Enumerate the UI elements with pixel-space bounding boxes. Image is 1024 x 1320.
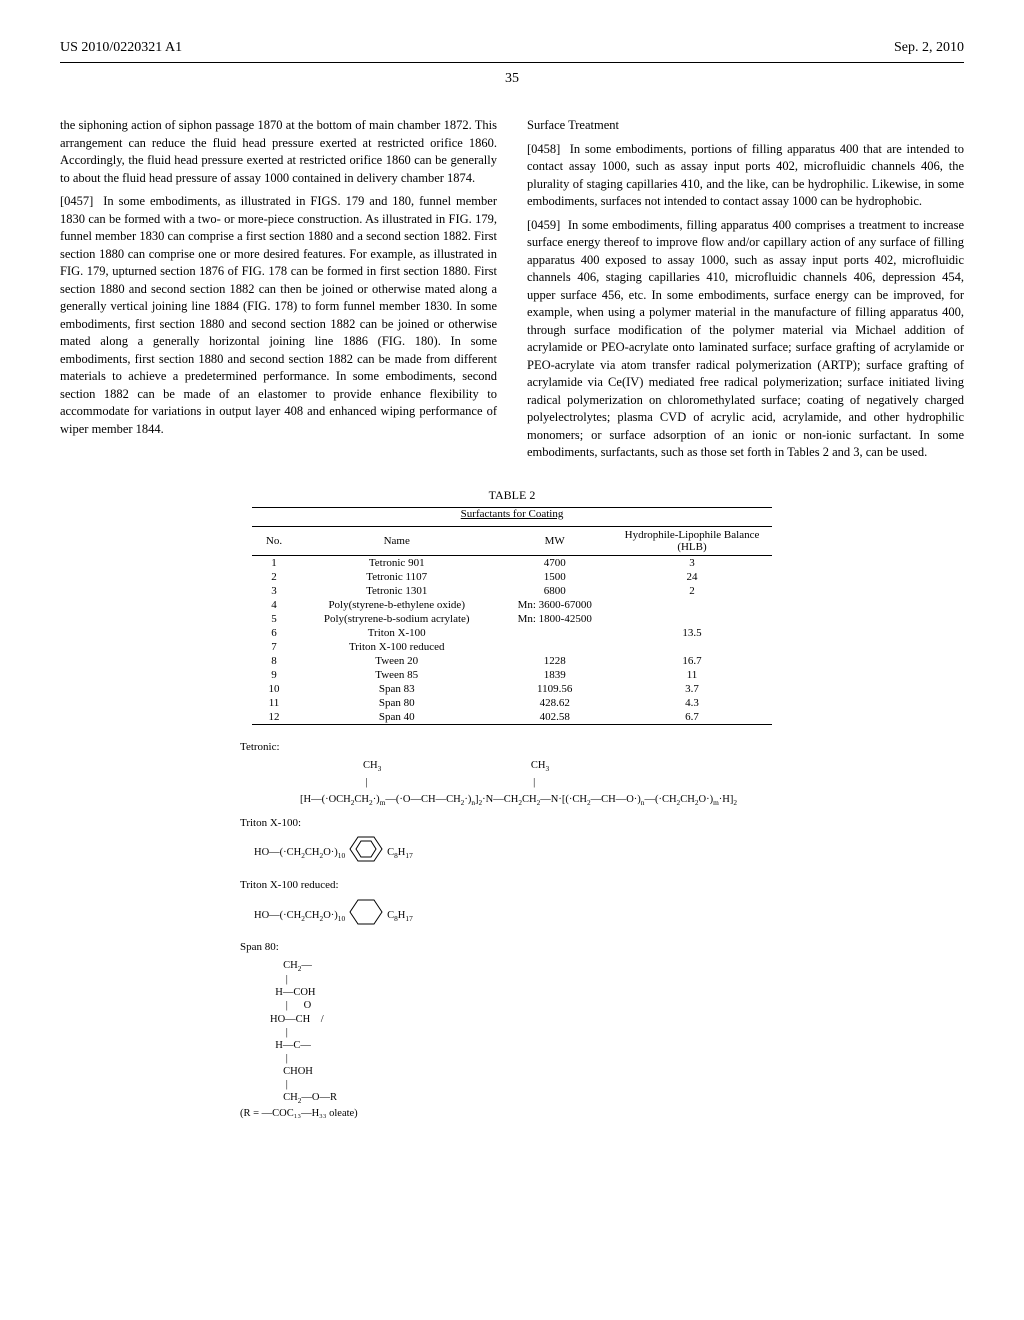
col-name: Name [296, 526, 497, 555]
table-cell: 6 [252, 626, 296, 640]
section-heading: Surface Treatment [527, 117, 964, 135]
span80-label: Span 80: [240, 939, 904, 957]
table-cell: 13.5 [612, 626, 772, 640]
table-cell: 4 [252, 598, 296, 612]
publication-number: US 2010/0220321 A1 [60, 40, 182, 56]
two-column-body: the siphoning action of siphon passage 1… [60, 117, 964, 468]
table-cell: 1500 [497, 570, 612, 584]
table-cell: 5 [252, 612, 296, 626]
paragraph: [0457] In some embodiments, as illustrat… [60, 193, 497, 438]
table-cell: 4.3 [612, 696, 772, 710]
table-cell: 3.7 [612, 682, 772, 696]
table-cell: 16.7 [612, 654, 772, 668]
triton-formula: HO—(·CH2CH2O·)10C8H17 [254, 834, 904, 871]
table-row: 8Tween 20122816.7 [252, 654, 772, 668]
table-row: 10Span 831109.563.7 [252, 682, 772, 696]
table-cell: Tween 20 [296, 654, 497, 668]
table-subtitle: Surfactants for Coating [60, 508, 964, 520]
table-cell: 428.62 [497, 696, 612, 710]
table-row: 11Span 80428.624.3 [252, 696, 772, 710]
table-cell: 8 [252, 654, 296, 668]
table-cell: 1839 [497, 668, 612, 682]
cyclohexane-ring-icon [349, 897, 383, 934]
table-cell: 3 [612, 555, 772, 570]
left-column: the siphoning action of siphon passage 1… [60, 117, 497, 468]
table-cell: 4700 [497, 555, 612, 570]
table-row: 9Tween 85183911 [252, 668, 772, 682]
table-row: 1Tetronic 90147003 [252, 555, 772, 570]
table-cell: 2 [612, 584, 772, 598]
table-cell [497, 640, 612, 654]
table-cell: 9 [252, 668, 296, 682]
table-row: 4Poly(styrene-b-ethylene oxide)Mn: 3600-… [252, 598, 772, 612]
table-cell: Triton X-100 [296, 626, 497, 640]
col-mw: MW [497, 526, 612, 555]
para-number: [0459] [527, 218, 560, 232]
table-row: 3Tetronic 130168002 [252, 584, 772, 598]
paragraph-text: In some embodiments, portions of filling… [527, 142, 964, 209]
paragraph: [0458] In some embodiments, portions of … [527, 141, 964, 211]
table-cell: Tetronic 1301 [296, 584, 497, 598]
chemical-structures: Tetronic: CH3 CH3 | [240, 739, 904, 1123]
table-cell: Span 80 [296, 696, 497, 710]
table-cell: 402.58 [497, 710, 612, 725]
benzene-ring-icon [349, 834, 383, 871]
table-row: 12Span 40402.586.7 [252, 710, 772, 725]
table-cell [612, 612, 772, 626]
paragraph-text: In some embodiments, as illustrated in F… [60, 194, 497, 436]
table-cell: Tween 85 [296, 668, 497, 682]
table-cell: Poly(stryrene-b-sodium acrylate) [296, 612, 497, 626]
tetronic-formula: CH3 CH3 | | [H—(·OCH2CH2·)m—(·O—CH—CH2·)… [300, 758, 904, 808]
table-cell: 12 [252, 710, 296, 725]
table-cell: 1 [252, 555, 296, 570]
col-hlb: Hydrophile-Lipophile Balance (HLB) [612, 526, 772, 555]
span80-formula: CH2— | H—COH | O HO—CH / | H—C— | CHOH |… [270, 959, 904, 1106]
header-rule [60, 62, 964, 63]
triton-reduced-label: Triton X-100 reduced: [240, 877, 904, 895]
tetronic-label: Tetronic: [240, 739, 904, 757]
paragraph: [0459] In some embodiments, filling appa… [527, 217, 964, 462]
col-no: No. [252, 526, 296, 555]
triton-reduced-formula: HO—(·CH2CH2O·)10C8H17 [254, 897, 904, 934]
para-number: [0457] [60, 194, 93, 208]
table-row: 7Triton X-100 reduced [252, 640, 772, 654]
table-cell [612, 640, 772, 654]
table-cell: 24 [612, 570, 772, 584]
table-cell: Span 83 [296, 682, 497, 696]
para-number: [0458] [527, 142, 560, 156]
table-row: 6Triton X-100 13.5 [252, 626, 772, 640]
table-cell [612, 598, 772, 612]
triton-label: Triton X-100: [240, 815, 904, 833]
table-cell: Span 40 [296, 710, 497, 725]
paragraph: the siphoning action of siphon passage 1… [60, 117, 497, 187]
table-cell: Poly(styrene-b-ethylene oxide) [296, 598, 497, 612]
paragraph-text: In some embodiments, filling apparatus 4… [527, 218, 964, 460]
table-title: TABLE 2 [60, 488, 964, 503]
table-row: 2Tetronic 1107150024 [252, 570, 772, 584]
table-cell: Mn: 3600-67000 [497, 598, 612, 612]
table-cell: Tetronic 1107 [296, 570, 497, 584]
table-cell: 7 [252, 640, 296, 654]
table-cell: 10 [252, 682, 296, 696]
publication-date: Sep. 2, 2010 [894, 40, 964, 56]
surfactant-table: No. Name MW Hydrophile-Lipophile Balance… [252, 526, 772, 725]
table-row: 5Poly(stryrene-b-sodium acrylate)Mn: 180… [252, 612, 772, 626]
table-cell [497, 626, 612, 640]
table-cell: 2 [252, 570, 296, 584]
table-cell: 1109.56 [497, 682, 612, 696]
table-cell: 6800 [497, 584, 612, 598]
table-cell: 3 [252, 584, 296, 598]
table-cell: 11 [252, 696, 296, 710]
table-cell: Triton X-100 reduced [296, 640, 497, 654]
table-cell: Mn: 1800-42500 [497, 612, 612, 626]
r-definition: (R = —COC₁₃—H₃₃ oleate) [240, 1106, 904, 1123]
table-cell: Tetronic 901 [296, 555, 497, 570]
table-cell: 11 [612, 668, 772, 682]
page-number: 35 [60, 71, 964, 87]
right-column: Surface Treatment [0458] In some embodim… [527, 117, 964, 468]
table-cell: 6.7 [612, 710, 772, 725]
table-cell: 1228 [497, 654, 612, 668]
table-header-row: No. Name MW Hydrophile-Lipophile Balance… [252, 526, 772, 555]
